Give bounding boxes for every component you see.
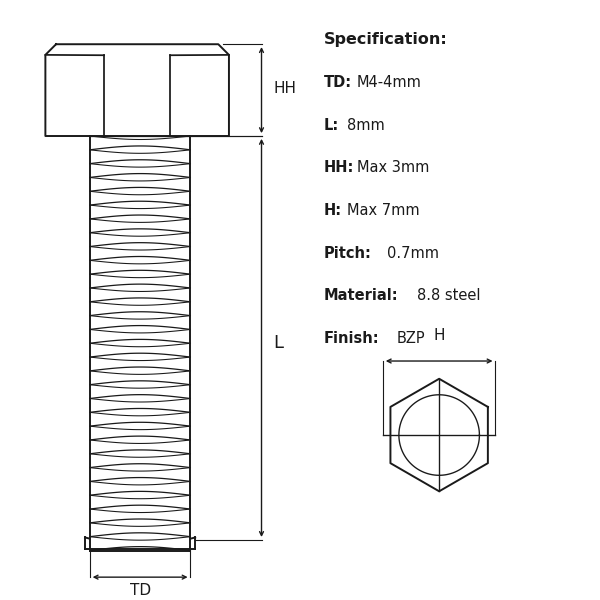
Text: M4-4mm: M4-4mm: [357, 75, 422, 90]
Text: TD:: TD:: [323, 75, 352, 90]
Text: Max 3mm: Max 3mm: [357, 160, 429, 175]
Text: Pitch:: Pitch:: [323, 245, 371, 260]
Text: L:: L:: [323, 118, 339, 133]
Text: Material:: Material:: [323, 288, 398, 303]
Text: 8mm: 8mm: [347, 118, 385, 133]
Text: H: H: [433, 328, 445, 343]
Text: H:: H:: [323, 203, 342, 218]
Text: Specification:: Specification:: [323, 32, 448, 47]
Text: HH:: HH:: [323, 160, 354, 175]
Text: HH: HH: [274, 81, 296, 96]
Text: 0.7mm: 0.7mm: [387, 245, 439, 260]
Text: BZP: BZP: [397, 331, 426, 346]
Text: 8.8 steel: 8.8 steel: [417, 288, 481, 303]
Text: Max 7mm: Max 7mm: [347, 203, 419, 218]
Text: Finish:: Finish:: [323, 331, 379, 346]
Text: L: L: [274, 334, 283, 352]
Text: TD: TD: [130, 583, 151, 598]
